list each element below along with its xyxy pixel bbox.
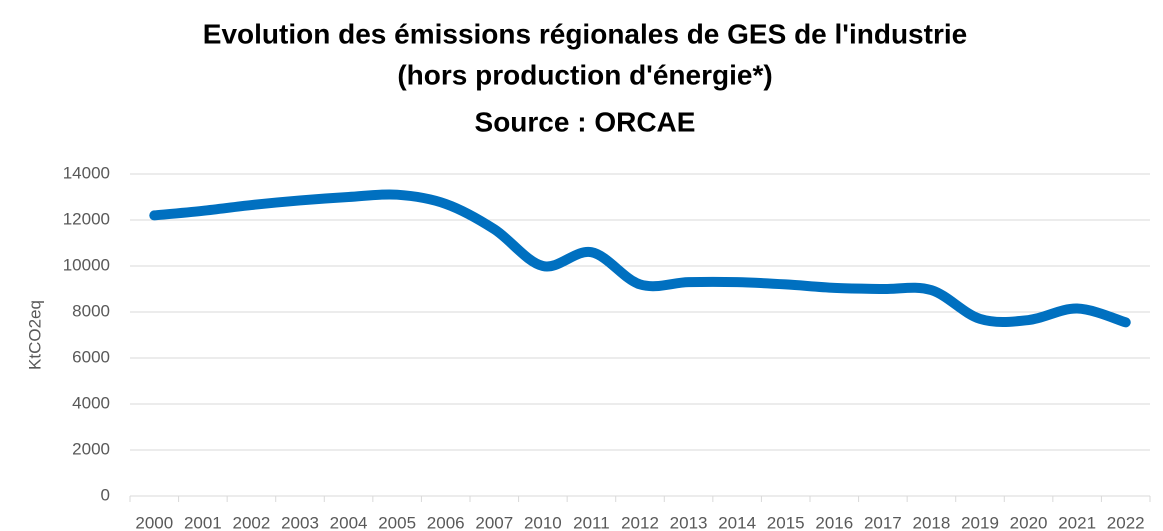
y-tick-label: 4000 [72,393,110,412]
x-tick-label: 2018 [913,513,951,531]
x-tick-label: 2012 [621,513,659,531]
x-tick-label: 2019 [961,513,999,531]
x-tick-label: 2021 [1058,513,1096,531]
y-tick-label: 14000 [63,163,110,182]
x-tick-label: 2020 [1010,513,1048,531]
x-tick-label: 2006 [427,513,465,531]
x-tick-label: 2007 [475,513,513,531]
y-tick-label: 6000 [72,347,110,366]
x-tick-label: 2004 [330,513,368,531]
x-tick-label: 2016 [815,513,853,531]
x-tick-label: 2013 [670,513,708,531]
chart-subtitle: Source : ORCAE [475,106,696,137]
line [149,189,1131,328]
y-tick-label: 2000 [72,439,110,458]
y-tick-label: 12000 [63,209,110,228]
x-tick-label: 2001 [184,513,222,531]
x-tick-label: 2015 [767,513,805,531]
chart-title: (hors production d'énergie*) [397,59,772,90]
y-tick-label: 10000 [63,255,110,274]
x-tick-label: 2014 [718,513,756,531]
x-tick-label: 2022 [1107,513,1145,531]
x-tick-label: 2005 [378,513,416,531]
x-tick-label: 2002 [233,513,271,531]
chart-title: Evolution des émissions régionales de GE… [203,18,967,49]
y-tick-label: 8000 [72,301,110,320]
x-tick-label: 2010 [524,513,562,531]
x-tick-label: 2011 [573,513,610,531]
x-tick-label: 2003 [281,513,319,531]
y-axis-label: KtCO2eq [25,300,44,370]
x-tick-label: 2000 [135,513,173,531]
x-tick-label: 2017 [864,513,902,531]
y-tick-label: 0 [101,485,110,504]
